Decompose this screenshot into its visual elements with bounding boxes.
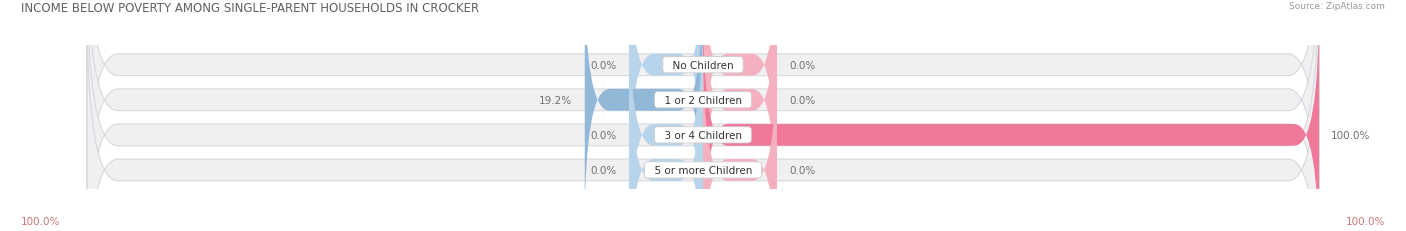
- FancyBboxPatch shape: [628, 41, 703, 231]
- FancyBboxPatch shape: [87, 6, 1319, 231]
- Text: 0.0%: 0.0%: [789, 61, 815, 70]
- Text: 100.0%: 100.0%: [1346, 216, 1385, 226]
- FancyBboxPatch shape: [87, 0, 1319, 229]
- FancyBboxPatch shape: [585, 0, 703, 229]
- Text: No Children: No Children: [666, 61, 740, 70]
- Text: 100.0%: 100.0%: [1331, 130, 1371, 140]
- Text: 5 or more Children: 5 or more Children: [648, 165, 758, 175]
- Text: 19.2%: 19.2%: [540, 95, 572, 105]
- Text: 0.0%: 0.0%: [591, 165, 617, 175]
- Text: 0.0%: 0.0%: [789, 95, 815, 105]
- Text: 0.0%: 0.0%: [591, 130, 617, 140]
- FancyBboxPatch shape: [87, 0, 1319, 231]
- FancyBboxPatch shape: [628, 0, 703, 194]
- FancyBboxPatch shape: [703, 0, 778, 229]
- Text: 1 or 2 Children: 1 or 2 Children: [658, 95, 748, 105]
- FancyBboxPatch shape: [628, 6, 703, 231]
- FancyBboxPatch shape: [87, 0, 1319, 231]
- FancyBboxPatch shape: [703, 0, 778, 194]
- Text: INCOME BELOW POVERTY AMONG SINGLE-PARENT HOUSEHOLDS IN CROCKER: INCOME BELOW POVERTY AMONG SINGLE-PARENT…: [21, 2, 479, 15]
- Text: 100.0%: 100.0%: [21, 216, 60, 226]
- Text: 0.0%: 0.0%: [789, 165, 815, 175]
- Text: Source: ZipAtlas.com: Source: ZipAtlas.com: [1289, 2, 1385, 11]
- Text: 0.0%: 0.0%: [591, 61, 617, 70]
- FancyBboxPatch shape: [703, 41, 778, 231]
- FancyBboxPatch shape: [703, 6, 1319, 231]
- Text: 3 or 4 Children: 3 or 4 Children: [658, 130, 748, 140]
